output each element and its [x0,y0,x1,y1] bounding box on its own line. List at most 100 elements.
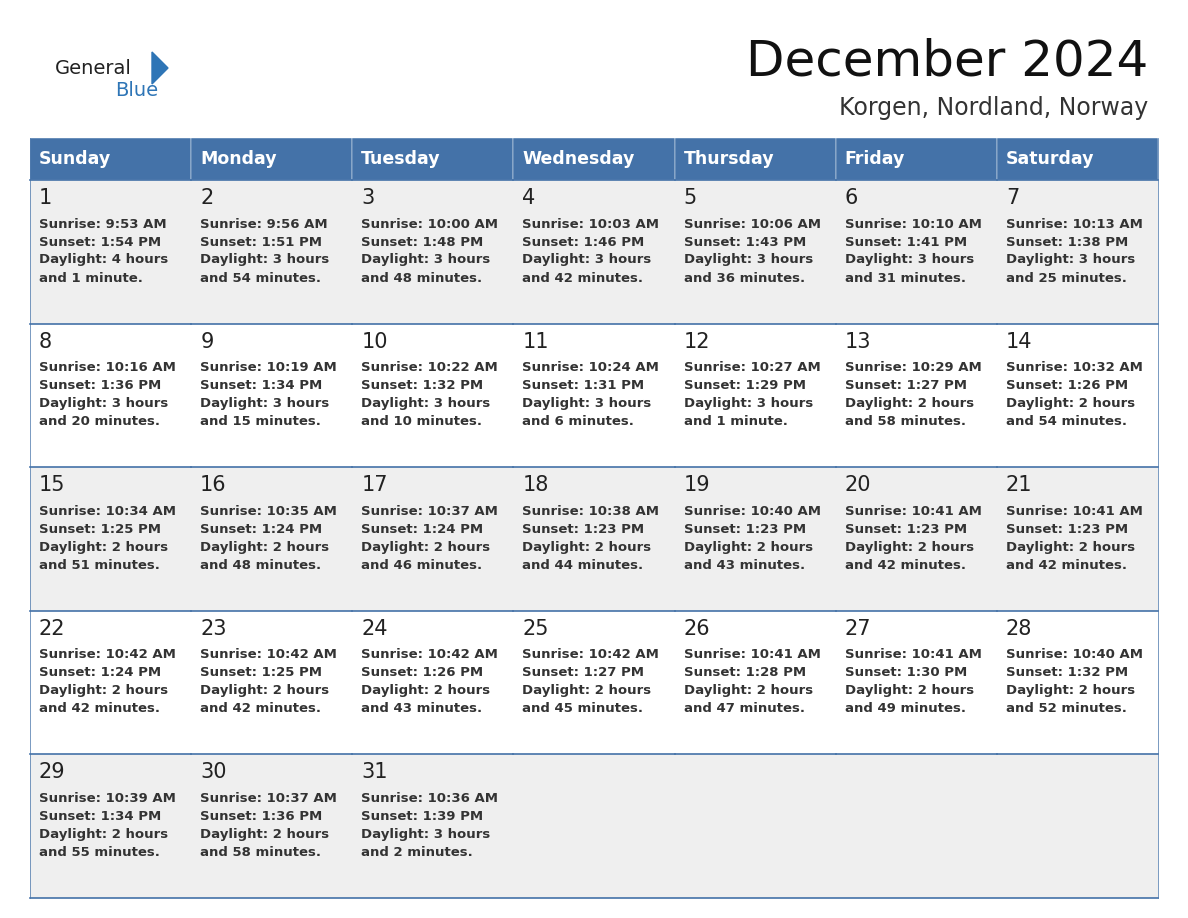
Text: Korgen, Nordland, Norway: Korgen, Nordland, Norway [839,96,1148,120]
Bar [353,180,513,324]
Text: Daylight: 4 hours: Daylight: 4 hours [39,253,169,266]
Text: Sunrise: 10:10 AM: Sunrise: 10:10 AM [845,218,981,230]
Text: Thursday: Thursday [683,150,775,168]
Bar [997,755,1158,898]
Text: Daylight: 3 hours: Daylight: 3 hours [683,397,813,410]
Bar [353,324,513,467]
Text: Daylight: 2 hours: Daylight: 2 hours [200,541,329,554]
Bar [30,755,191,898]
Bar [353,755,513,898]
Text: Friday: Friday [845,150,905,168]
Text: Daylight: 3 hours: Daylight: 3 hours [361,397,491,410]
Text: Sunrise: 10:41 AM: Sunrise: 10:41 AM [683,648,821,661]
Bar [835,610,997,755]
Text: Sunset: 1:25 PM: Sunset: 1:25 PM [39,522,162,536]
Text: Sunset: 1:30 PM: Sunset: 1:30 PM [845,666,967,679]
Text: and 42 minutes.: and 42 minutes. [1006,559,1127,572]
Text: and 58 minutes.: and 58 minutes. [200,845,321,859]
Text: and 58 minutes.: and 58 minutes. [845,415,966,428]
Bar [353,138,513,180]
Text: 19: 19 [683,476,710,495]
Text: Daylight: 2 hours: Daylight: 2 hours [523,541,651,554]
Text: Daylight: 2 hours: Daylight: 2 hours [845,684,974,698]
Bar [997,180,1158,324]
Text: and 15 minutes.: and 15 minutes. [200,415,321,428]
Text: Sunrise: 10:03 AM: Sunrise: 10:03 AM [523,218,659,230]
Text: 10: 10 [361,331,387,352]
Text: Sunset: 1:32 PM: Sunset: 1:32 PM [361,379,484,392]
Text: Daylight: 3 hours: Daylight: 3 hours [200,253,329,266]
Text: 11: 11 [523,331,549,352]
Text: 29: 29 [39,763,65,782]
Text: Sunrise: 10:42 AM: Sunrise: 10:42 AM [361,648,498,661]
Polygon shape [152,52,168,84]
Text: Sunset: 1:24 PM: Sunset: 1:24 PM [39,666,162,679]
Text: Daylight: 3 hours: Daylight: 3 hours [683,253,813,266]
Text: Sunrise: 10:29 AM: Sunrise: 10:29 AM [845,361,981,375]
Text: Sunset: 1:23 PM: Sunset: 1:23 PM [845,522,967,536]
Text: Sunrise: 10:40 AM: Sunrise: 10:40 AM [683,505,821,518]
Bar [997,610,1158,755]
Bar [675,324,835,467]
Text: and 42 minutes.: and 42 minutes. [523,272,644,285]
Bar [30,138,191,180]
Text: Blue: Blue [115,81,158,99]
Text: Tuesday: Tuesday [361,150,441,168]
Text: and 42 minutes.: and 42 minutes. [845,559,966,572]
Text: and 2 minutes.: and 2 minutes. [361,845,473,859]
Text: Sunrise: 10:16 AM: Sunrise: 10:16 AM [39,361,176,375]
Text: Sunset: 1:27 PM: Sunset: 1:27 PM [523,666,644,679]
Bar [675,138,835,180]
Text: and 1 minute.: and 1 minute. [683,415,788,428]
Text: Daylight: 2 hours: Daylight: 2 hours [39,684,169,698]
Text: Saturday: Saturday [1006,150,1094,168]
Text: Sunset: 1:34 PM: Sunset: 1:34 PM [39,810,162,823]
Text: 3: 3 [361,188,374,208]
Text: 2: 2 [200,188,214,208]
Text: Daylight: 3 hours: Daylight: 3 hours [39,397,169,410]
Text: and 54 minutes.: and 54 minutes. [1006,415,1127,428]
Text: Sunrise: 10:13 AM: Sunrise: 10:13 AM [1006,218,1143,230]
Text: 4: 4 [523,188,536,208]
Text: and 42 minutes.: and 42 minutes. [200,702,321,715]
Text: 13: 13 [845,331,871,352]
Text: Sunset: 1:28 PM: Sunset: 1:28 PM [683,666,805,679]
Text: and 55 minutes.: and 55 minutes. [39,845,160,859]
Bar [835,324,997,467]
Bar [513,610,675,755]
Text: 18: 18 [523,476,549,495]
Text: 12: 12 [683,331,710,352]
Text: Sunset: 1:39 PM: Sunset: 1:39 PM [361,810,484,823]
Text: and 20 minutes.: and 20 minutes. [39,415,160,428]
Bar [513,467,675,610]
Text: Sunset: 1:46 PM: Sunset: 1:46 PM [523,236,645,249]
Bar [513,138,675,180]
Bar [353,610,513,755]
Text: Sunset: 1:51 PM: Sunset: 1:51 PM [200,236,322,249]
Text: Sunrise: 10:42 AM: Sunrise: 10:42 AM [200,648,337,661]
Bar [353,467,513,610]
Text: Sunrise: 10:00 AM: Sunrise: 10:00 AM [361,218,498,230]
Text: and 43 minutes.: and 43 minutes. [361,702,482,715]
Text: Sunrise: 10:42 AM: Sunrise: 10:42 AM [523,648,659,661]
Text: Daylight: 2 hours: Daylight: 2 hours [683,684,813,698]
Text: Daylight: 2 hours: Daylight: 2 hours [683,541,813,554]
Text: 21: 21 [1006,476,1032,495]
Text: 25: 25 [523,619,549,639]
Text: Sunrise: 10:35 AM: Sunrise: 10:35 AM [200,505,337,518]
Text: 5: 5 [683,188,697,208]
Bar [835,755,997,898]
Text: 16: 16 [200,476,227,495]
Text: Sunrise: 10:27 AM: Sunrise: 10:27 AM [683,361,821,375]
Text: and 10 minutes.: and 10 minutes. [361,415,482,428]
Text: 24: 24 [361,619,387,639]
Bar [513,324,675,467]
Text: Daylight: 2 hours: Daylight: 2 hours [361,541,491,554]
Text: and 43 minutes.: and 43 minutes. [683,559,804,572]
Text: Daylight: 2 hours: Daylight: 2 hours [845,541,974,554]
Text: Daylight: 3 hours: Daylight: 3 hours [523,253,652,266]
Bar [30,610,191,755]
Text: 30: 30 [200,763,227,782]
Text: Daylight: 2 hours: Daylight: 2 hours [523,684,651,698]
Text: Sunrise: 10:40 AM: Sunrise: 10:40 AM [1006,648,1143,661]
